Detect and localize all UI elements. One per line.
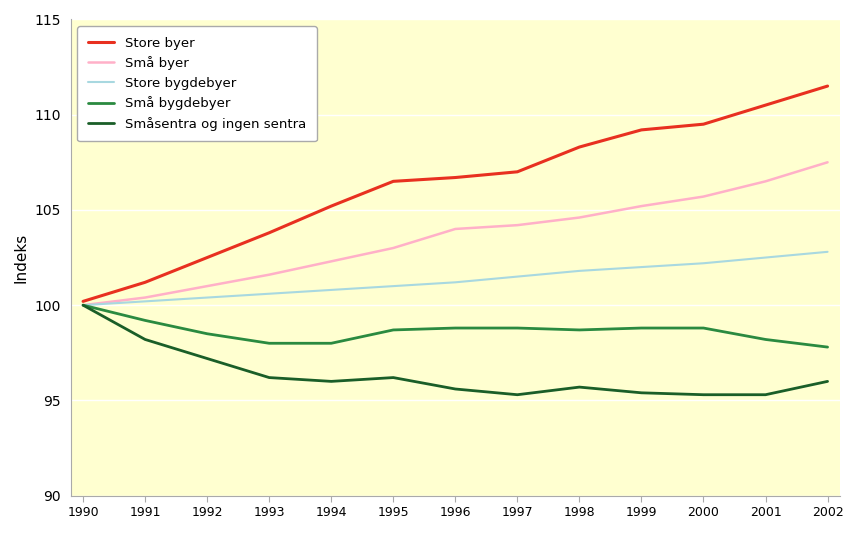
Små byer [822,159,832,165]
Små byer [575,214,585,221]
Småsentra og ingen sentra [388,374,399,381]
Små bygdebyer [760,336,771,343]
Store bygdebyer [698,260,709,266]
Store bygdebyer [822,248,832,255]
Småsentra og ingen sentra [698,392,709,398]
Store bygdebyer [575,268,585,274]
Store bygdebyer [760,254,771,261]
Småsentra og ingen sentra [575,384,585,390]
Småsentra og ingen sentra [822,378,832,385]
Små bygdebyer [822,344,832,350]
Små byer [698,193,709,200]
Store byer [760,102,771,108]
Y-axis label: Indeks: Indeks [14,232,29,282]
Store bygdebyer [388,283,399,289]
Store bygdebyer [202,294,212,301]
Små bygdebyer [388,327,399,333]
Små bygdebyer [575,327,585,333]
Små bygdebyer [140,317,150,324]
Store byer [388,178,399,184]
Småsentra og ingen sentra [326,378,337,385]
Store bygdebyer [450,279,460,286]
Småsentra og ingen sentra [140,336,150,343]
Små bygdebyer [202,330,212,337]
Små bygdebyer [698,325,709,331]
Store byer [326,203,337,209]
Små byer [450,226,460,232]
Små byer [264,271,274,278]
Store byer [450,174,460,181]
Store byer [822,83,832,89]
Små bygdebyer [264,340,274,346]
Store byer [264,230,274,236]
Store bygdebyer [140,298,150,304]
Små byer [140,294,150,301]
Store bygdebyer [78,302,88,309]
Små byer [78,302,88,309]
Småsentra og ingen sentra [264,374,274,381]
Små byer [388,245,399,251]
Store byer [78,298,88,304]
Store byer [637,127,647,133]
Store bygdebyer [512,273,522,280]
Småsentra og ingen sentra [450,386,460,392]
Småsentra og ingen sentra [512,392,522,398]
Store byer [698,121,709,127]
Små byer [637,203,647,209]
Små byer [512,222,522,228]
Små bygdebyer [512,325,522,331]
Små bygdebyer [450,325,460,331]
Line: Småsentra og ingen sentra: Småsentra og ingen sentra [83,305,827,395]
Store byer [512,168,522,175]
Line: Små bygdebyer: Små bygdebyer [83,305,827,347]
Store bygdebyer [326,287,337,293]
Små bygdebyer [637,325,647,331]
Små bygdebyer [326,340,337,346]
Småsentra og ingen sentra [637,390,647,396]
Småsentra og ingen sentra [202,356,212,362]
Småsentra og ingen sentra [760,392,771,398]
Line: Små byer: Små byer [83,162,827,305]
Småsentra og ingen sentra [78,302,88,309]
Små byer [326,258,337,264]
Små byer [202,283,212,289]
Store byer [140,279,150,286]
Store byer [575,144,585,150]
Store byer [202,254,212,261]
Små bygdebyer [78,302,88,309]
Små byer [760,178,771,184]
Line: Store bygdebyer: Store bygdebyer [83,252,827,305]
Line: Store byer: Store byer [83,86,827,301]
Legend: Store byer, Små byer, Store bygdebyer, Små bygdebyer, Småsentra og ingen sentra: Store byer, Små byer, Store bygdebyer, S… [77,26,317,141]
Store bygdebyer [637,264,647,270]
Store bygdebyer [264,290,274,297]
